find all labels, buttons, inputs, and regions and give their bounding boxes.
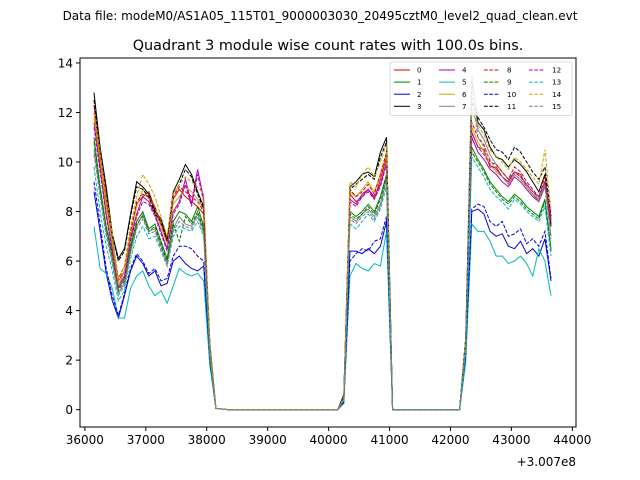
x-tick-label: 40000	[310, 433, 348, 447]
series-line-4	[93, 122, 552, 411]
series-line-10	[93, 181, 552, 411]
plot-area	[93, 75, 552, 411]
chart-title: Quadrant 3 module wise count rates with …	[133, 38, 524, 54]
legend-label: 5	[462, 78, 467, 87]
legend-label: 6	[462, 90, 467, 99]
legend-label: 8	[507, 66, 512, 75]
legend-label: 0	[417, 66, 422, 75]
x-tick-label: 44000	[553, 433, 591, 447]
y-tick-label: 0	[65, 403, 73, 417]
legend-label: 15	[552, 102, 561, 111]
legend-label: 9	[507, 78, 512, 87]
y-tick-label: 10	[58, 155, 73, 169]
x-tick-label: 37000	[127, 433, 165, 447]
legend-label: 10	[507, 90, 517, 99]
series-line-13	[93, 155, 552, 411]
legend-label: 3	[417, 102, 422, 111]
series-lines	[93, 75, 552, 411]
y-tick-label: 4	[65, 304, 73, 318]
y-tick-label: 8	[65, 205, 73, 219]
series-line-14	[93, 109, 552, 411]
x-tick-label: 43000	[492, 433, 530, 447]
series-line-1	[93, 137, 552, 411]
legend-label: 4	[462, 66, 467, 75]
y-tick-label: 6	[65, 254, 73, 268]
x-tick-label: 41000	[370, 433, 408, 447]
chart-suptitle: Data file: modeM0/AS1A05_115T01_90000030…	[63, 9, 578, 23]
series-line-9	[93, 142, 552, 411]
x-tick-label: 36000	[66, 433, 104, 447]
series-line-6	[93, 117, 552, 411]
x-tick-label: 38000	[188, 433, 226, 447]
legend-label: 1	[417, 78, 422, 87]
x-tick-label: 39000	[249, 433, 287, 447]
legend-label: 11	[507, 102, 516, 111]
y-tick-label: 12	[58, 106, 73, 120]
series-line-0	[93, 104, 552, 411]
plot-frame	[79, 57, 577, 428]
legend-label: 12	[552, 66, 561, 75]
legend-label: 14	[552, 90, 562, 99]
legend-label: 13	[552, 78, 561, 87]
x-tick-label: 42000	[431, 433, 469, 447]
series-line-7	[93, 75, 552, 411]
y-tick-label: 2	[65, 353, 73, 367]
x-offset-label: +3.007e8	[517, 455, 576, 469]
legend-label: 7	[462, 102, 467, 111]
axes: 36000 37000 38000 39000 40000 41000 42000 43000…	[58, 56, 592, 447]
legend-label: 2	[417, 90, 422, 99]
legend-box	[389, 61, 573, 116]
y-tick-label: 14	[58, 56, 73, 70]
